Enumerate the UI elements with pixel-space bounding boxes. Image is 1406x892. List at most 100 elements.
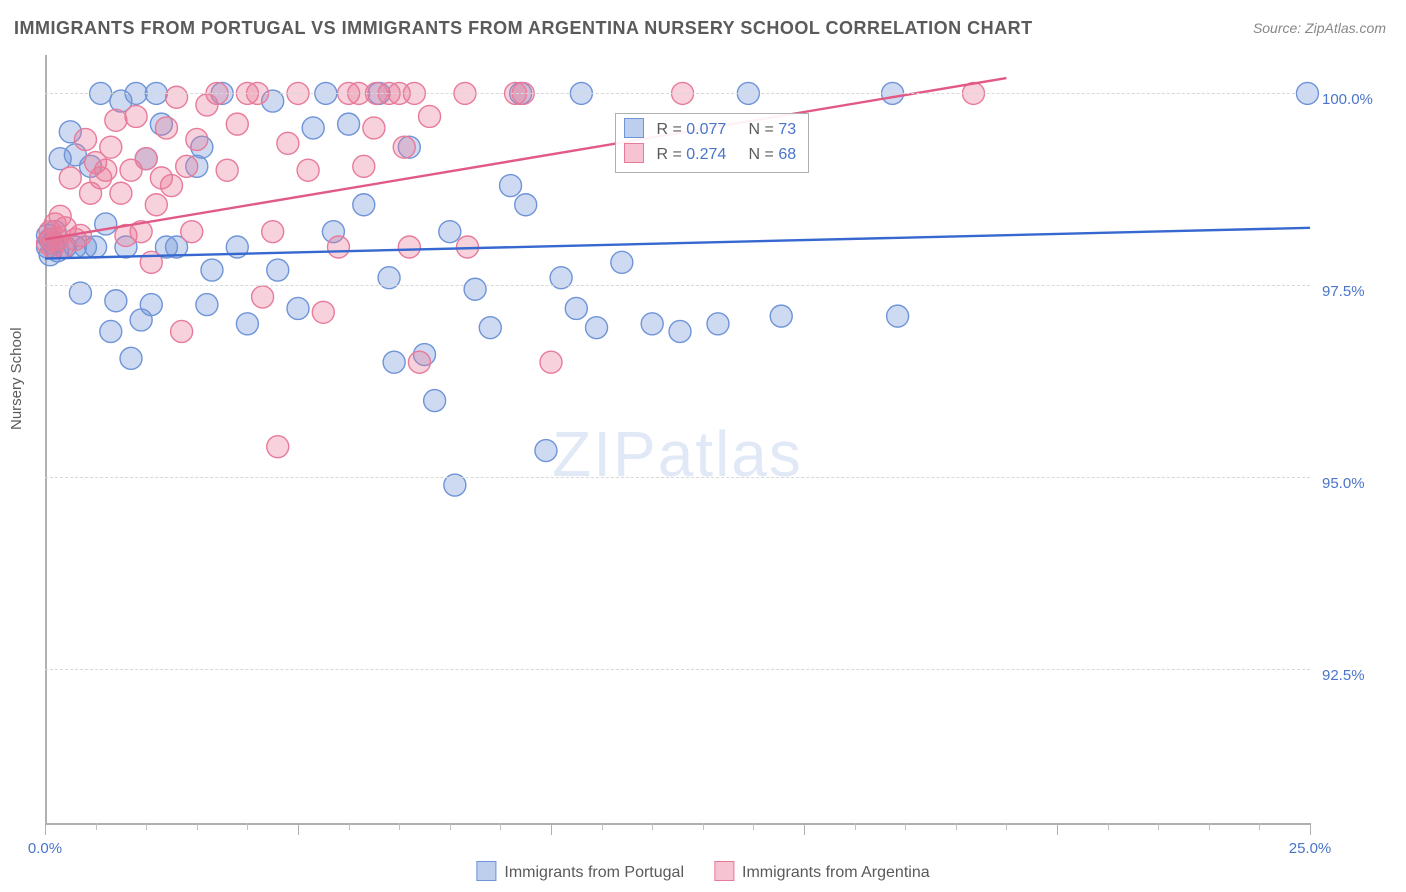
data-point-portugal	[479, 317, 501, 339]
r-label: R =	[656, 121, 686, 138]
data-point-argentina	[327, 236, 349, 258]
data-point-argentina	[181, 221, 203, 243]
data-point-argentina	[419, 105, 441, 127]
xtick-label: 25.0%	[1289, 840, 1332, 857]
data-point-argentina	[161, 175, 183, 197]
data-point-portugal	[267, 259, 289, 281]
xtick-major	[804, 823, 805, 835]
ytick-label: 95.0%	[1322, 475, 1365, 492]
ytick-label: 92.5%	[1322, 667, 1365, 684]
data-point-argentina	[353, 155, 375, 177]
xtick-minor	[1108, 823, 1109, 830]
xtick-minor	[855, 823, 856, 830]
swatch-portugal	[624, 118, 644, 138]
data-point-portugal	[120, 347, 142, 369]
data-point-argentina	[216, 159, 238, 181]
swatch-argentina	[624, 143, 644, 163]
data-point-argentina	[267, 436, 289, 458]
data-point-argentina	[277, 132, 299, 154]
xtick-minor	[349, 823, 350, 830]
swatch-portugal-bottom	[476, 861, 496, 881]
data-point-portugal	[338, 113, 360, 135]
data-point-argentina	[166, 86, 188, 108]
r-value-argentina: 0.274	[686, 146, 726, 163]
xtick-minor	[146, 823, 147, 830]
bottom-legend: Immigrants from Portugal Immigrants from…	[476, 861, 929, 882]
gridline	[45, 285, 1310, 286]
data-point-portugal	[196, 294, 218, 316]
xtick-minor	[652, 823, 653, 830]
data-point-argentina	[312, 301, 334, 323]
xtick-major	[45, 823, 46, 835]
data-point-portugal	[464, 278, 486, 300]
legend-item-argentina: Immigrants from Argentina	[714, 861, 930, 882]
xtick-minor	[96, 823, 97, 830]
data-point-argentina	[393, 136, 415, 158]
data-point-argentina	[398, 236, 420, 258]
y-axis-label: Nursery School	[8, 327, 25, 430]
xtick-minor	[399, 823, 400, 830]
data-point-portugal	[383, 351, 405, 373]
gridline	[45, 669, 1310, 670]
xtick-minor	[1259, 823, 1260, 830]
plot-area: ZIPatlas R = 0.077 N = 73 R = 0.274 N = …	[45, 55, 1310, 825]
data-point-portugal	[515, 194, 537, 216]
xtick-minor	[1158, 823, 1159, 830]
chart-title: IMMIGRANTS FROM PORTUGAL VS IMMIGRANTS F…	[14, 18, 1033, 39]
data-point-portugal	[707, 313, 729, 335]
xtick-minor	[1006, 823, 1007, 830]
xtick-major	[551, 823, 552, 835]
data-point-argentina	[125, 105, 147, 127]
data-point-portugal	[353, 194, 375, 216]
xtick-minor	[602, 823, 603, 830]
data-point-portugal	[611, 251, 633, 273]
data-point-argentina	[135, 148, 157, 170]
n-value-argentina: 68	[778, 146, 796, 163]
data-point-argentina	[145, 194, 167, 216]
stats-row-argentina: R = 0.274 N = 68	[624, 143, 796, 168]
ytick-label: 100.0%	[1322, 91, 1373, 108]
data-point-portugal	[105, 290, 127, 312]
data-point-argentina	[100, 136, 122, 158]
xtick-minor	[197, 823, 198, 830]
xtick-major	[298, 823, 299, 835]
xtick-minor	[753, 823, 754, 830]
n-label: N =	[749, 121, 779, 138]
data-point-portugal	[95, 213, 117, 235]
data-point-portugal	[641, 313, 663, 335]
data-point-argentina	[297, 159, 319, 181]
xtick-minor	[956, 823, 957, 830]
xtick-major	[1057, 823, 1058, 835]
data-point-argentina	[363, 117, 385, 139]
data-point-portugal	[500, 175, 522, 197]
xtick-minor	[905, 823, 906, 830]
stats-row-portugal: R = 0.077 N = 73	[624, 118, 796, 143]
stats-legend: R = 0.077 N = 73 R = 0.274 N = 68	[615, 113, 809, 173]
gridline	[45, 477, 1310, 478]
ytick-label: 97.5%	[1322, 283, 1365, 300]
swatch-argentina-bottom	[714, 861, 734, 881]
data-point-argentina	[95, 159, 117, 181]
n-value-portugal: 73	[778, 121, 796, 138]
data-point-portugal	[535, 440, 557, 462]
legend-label-argentina: Immigrants from Argentina	[742, 864, 930, 881]
xtick-minor	[247, 823, 248, 830]
data-point-portugal	[100, 320, 122, 342]
xtick-label: 0.0%	[28, 840, 62, 857]
xtick-minor	[703, 823, 704, 830]
data-point-portugal	[140, 294, 162, 316]
legend-label-portugal: Immigrants from Portugal	[504, 864, 684, 881]
xtick-minor	[450, 823, 451, 830]
data-point-portugal	[236, 313, 258, 335]
data-point-portugal	[565, 297, 587, 319]
data-point-argentina	[74, 128, 96, 150]
data-point-argentina	[155, 117, 177, 139]
data-point-portugal	[669, 320, 691, 342]
xtick-minor	[1209, 823, 1210, 830]
data-point-portugal	[302, 117, 324, 139]
xtick-major	[1310, 823, 1311, 835]
data-point-portugal	[287, 297, 309, 319]
n-label: N =	[749, 146, 779, 163]
data-point-portugal	[424, 390, 446, 412]
data-point-argentina	[540, 351, 562, 373]
